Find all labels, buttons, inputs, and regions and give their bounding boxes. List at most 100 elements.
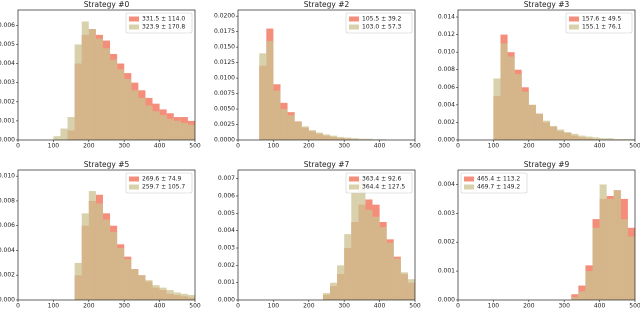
- histogram-bar: [535, 113, 543, 140]
- subplot: Strategy #5 0 100 200 300 400 500 0.000 0.002 0.0…: [0, 160, 201, 310]
- legend-label: 269.6 ± 74.9: [142, 176, 182, 183]
- y-tick-label: 0.000: [0, 297, 15, 304]
- y-tick-label: 0.012: [438, 31, 455, 38]
- histogram-bar: [138, 275, 146, 300]
- x-tick-label: 500: [409, 143, 421, 150]
- x-tick-label: 400: [154, 143, 166, 150]
- y-tick-label: 0.008: [438, 66, 455, 73]
- histogram-bar: [599, 184, 607, 300]
- x-tick-label: 100: [488, 143, 500, 150]
- x-tick-label: 100: [268, 143, 280, 150]
- x-tick-label: 200: [523, 303, 535, 310]
- x-tick-label: 200: [83, 143, 95, 150]
- histogram-bar: [627, 236, 635, 300]
- legend-box: [565, 12, 633, 34]
- legend-swatch: [569, 24, 579, 30]
- y-tick-label: 0.0025: [214, 121, 235, 128]
- histogram-bar: [322, 134, 331, 140]
- histogram-bar: [294, 121, 302, 140]
- histogram-bar: [400, 272, 408, 300]
- subplot: Strategy #0 0 100 200 300 400 500 0.000 0.001 0.0…: [0, 0, 201, 150]
- y-tick-label: 0.0100: [214, 75, 235, 82]
- histogram-bar: [81, 21, 89, 140]
- histogram-bar: [88, 29, 96, 141]
- subplot-title: Strategy #9: [524, 160, 570, 169]
- histogram-bar: [337, 265, 345, 300]
- legend-box: [125, 172, 193, 194]
- legend-label: 323.9 ± 170.8: [142, 24, 185, 31]
- x-tick-label: 400: [594, 303, 606, 310]
- histogram-bar: [95, 203, 103, 300]
- x-tick-label: 500: [189, 303, 201, 310]
- x-tick-label: 0: [16, 143, 20, 150]
- y-tick-label: 0.004: [218, 227, 235, 234]
- legend-swatch: [349, 184, 359, 190]
- legend-label: 103.0 ± 57.3: [362, 24, 402, 31]
- x-tick-label: 300: [558, 303, 570, 310]
- legend-swatch: [129, 16, 139, 22]
- histogram-bar: [180, 293, 188, 300]
- x-tick-label: 400: [374, 303, 386, 310]
- histogram-bar: [514, 74, 522, 140]
- axes-frame: [237, 9, 416, 141]
- histogram-bar: [102, 219, 111, 300]
- subplot: Strategy #9 0 100 200 300 400 500 0.000 0.001 0.0…: [438, 160, 640, 310]
- y-tick-label: 0.003: [0, 79, 15, 86]
- x-tick-label: 100: [48, 303, 60, 310]
- y-tick-label: 0.004: [0, 247, 15, 254]
- x-tick-label: 100: [488, 303, 500, 310]
- histogram-bar: [365, 138, 373, 140]
- legend-label: 331.5 ± 114.0: [142, 16, 185, 23]
- histogram-bar: [578, 291, 586, 300]
- y-tick-label: 0.010: [438, 49, 455, 56]
- histogram-bar: [613, 139, 621, 140]
- legend-label: 364.4 ± 127.5: [362, 184, 405, 191]
- histogram-bar: [592, 137, 600, 140]
- histogram-bar: [95, 38, 103, 141]
- histogram-bar: [550, 125, 558, 140]
- histogram-bar: [131, 90, 139, 140]
- x-tick-label: 300: [338, 143, 350, 150]
- histogram-bar: [386, 242, 394, 300]
- histogram-bar: [301, 126, 309, 140]
- x-tick-label: 0: [456, 303, 460, 310]
- histogram-bar: [159, 287, 167, 300]
- y-tick-label: 0.001: [0, 117, 15, 124]
- x-tick-label: 0: [236, 143, 240, 150]
- y-tick-label: 0.0075: [214, 90, 235, 97]
- legend-swatch: [464, 184, 474, 190]
- x-tick-label: 500: [629, 303, 640, 310]
- histogram-bar: [578, 135, 586, 140]
- histogram-bar: [138, 97, 146, 140]
- histogram-bar: [74, 44, 82, 140]
- x-tick-label: 500: [409, 303, 421, 310]
- histogram-bar: [124, 78, 132, 140]
- histogram-bar: [145, 280, 153, 300]
- histogram-bar: [152, 285, 160, 300]
- x-tick-label: 400: [594, 143, 606, 150]
- axes-frame: [237, 169, 416, 301]
- histogram-bar: [379, 227, 387, 300]
- histogram-bar: [330, 135, 338, 140]
- legend-label: 363.4 ± 92.6: [362, 176, 402, 183]
- histogram-bar: [173, 120, 181, 140]
- y-tick-label: 0.006: [218, 193, 235, 200]
- histogram-bar: [322, 293, 331, 300]
- x-tick-label: 200: [303, 303, 315, 310]
- x-tick-label: 200: [83, 303, 95, 310]
- histogram-bar: [159, 115, 167, 140]
- histogram-bar: [542, 120, 551, 140]
- legend-box: [345, 172, 413, 194]
- subplot-title: Strategy #3: [524, 0, 570, 9]
- legend-label: 155.1 ± 76.1: [582, 24, 622, 31]
- histogram-bar: [500, 43, 508, 140]
- y-tick-label: 0.004: [438, 181, 455, 188]
- histogram-bar: [571, 297, 579, 300]
- y-tick-label: 0.000: [218, 297, 235, 304]
- histogram-bar: [102, 48, 111, 141]
- histogram-bar: [187, 295, 195, 300]
- legend-label: 465.4 ± 113.2: [477, 176, 520, 183]
- histogram-bar: [67, 117, 75, 140]
- histogram-bar: [117, 248, 125, 300]
- x-tick-label: 400: [374, 143, 386, 150]
